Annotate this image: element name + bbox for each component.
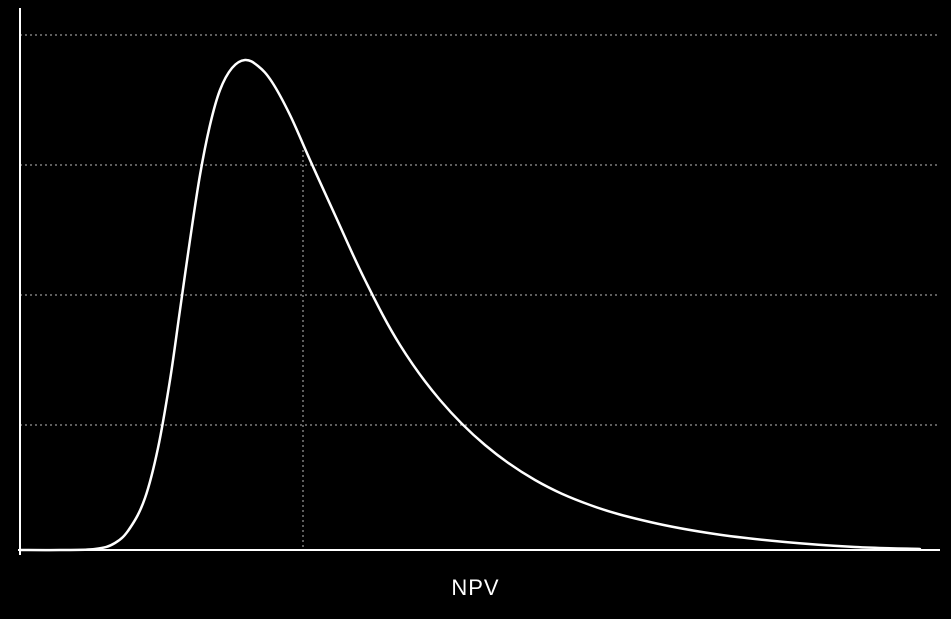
chart-canvas xyxy=(0,0,951,619)
x-axis-label: NPV xyxy=(451,575,499,601)
npv-distribution-chart: NPV xyxy=(0,0,951,619)
